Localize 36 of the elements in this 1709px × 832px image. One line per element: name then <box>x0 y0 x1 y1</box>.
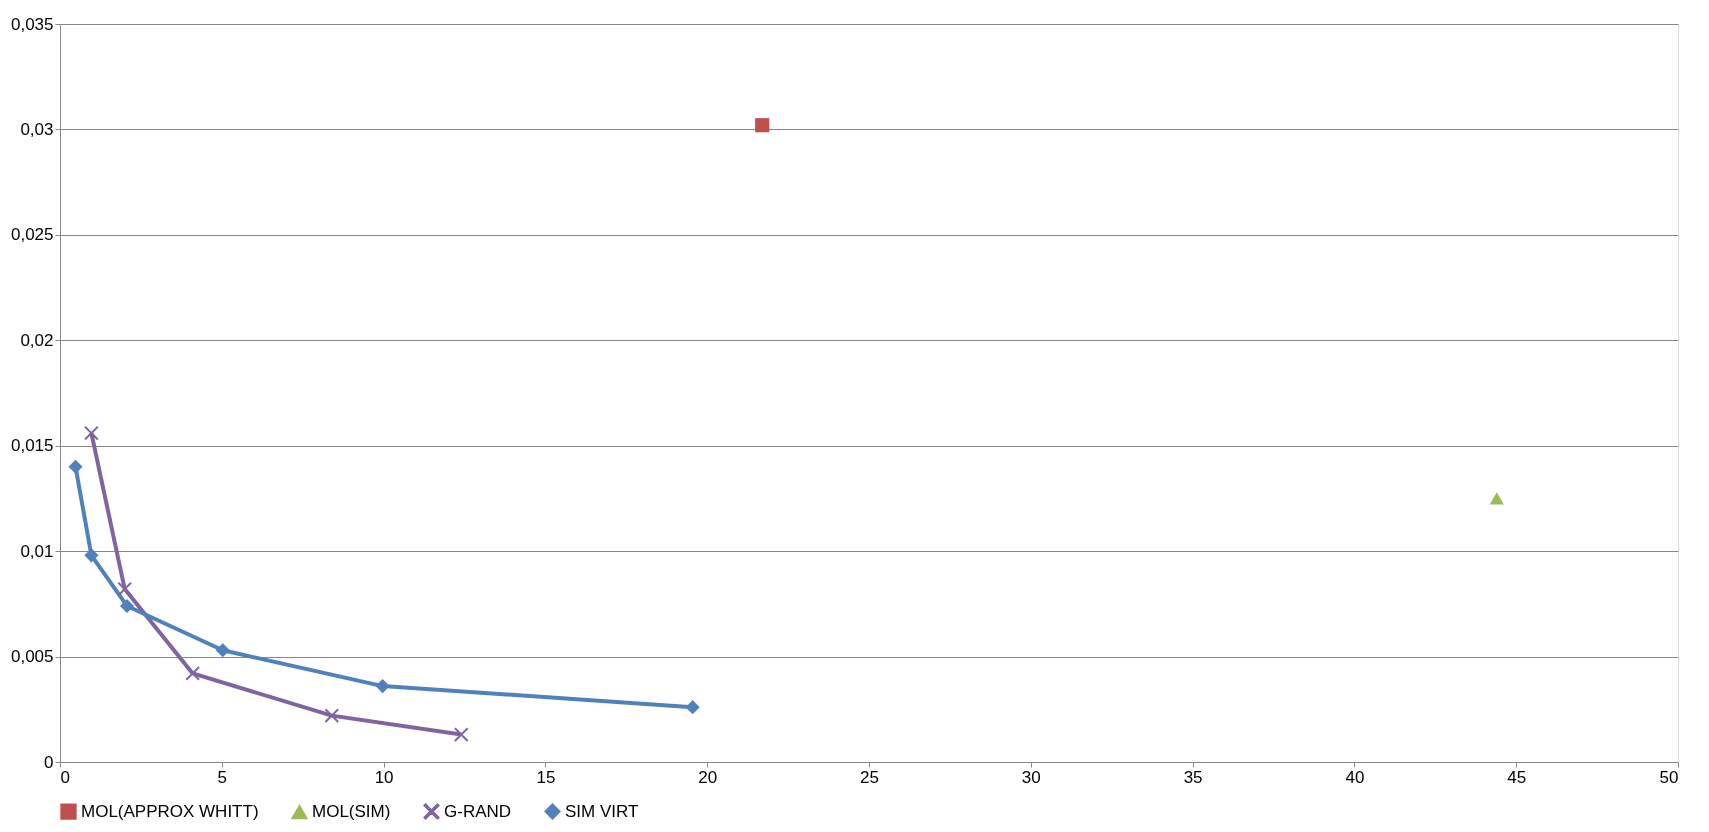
x-tick-label: 35 <box>1183 767 1203 787</box>
y-tick-label: 0,02 <box>20 330 54 350</box>
x-tick-label: 50 <box>1659 767 1679 787</box>
x-tick-label: 40 <box>1345 767 1365 787</box>
y-tick-label: 0,03 <box>20 119 54 139</box>
point <box>685 700 700 715</box>
point <box>185 666 200 681</box>
point <box>1489 492 1504 505</box>
y-tick-label: 0,01 <box>20 541 54 561</box>
point <box>68 459 83 474</box>
point <box>119 598 135 614</box>
point <box>755 118 770 133</box>
x-tick-label: 0 <box>60 767 70 787</box>
legend-label: MOL(APPROX WHITT) <box>81 801 259 821</box>
point <box>215 643 230 658</box>
point <box>117 582 132 597</box>
x-tick-label: 15 <box>536 767 556 787</box>
point <box>324 708 339 723</box>
legend-label: MOL(SIM) <box>312 802 391 822</box>
point <box>454 727 469 742</box>
y-tick-label: 0,025 <box>10 225 54 245</box>
y-tick-label: 0,015 <box>10 436 54 456</box>
x-tick-label: 5 <box>217 767 228 787</box>
y-tick-label: 0,005 <box>10 647 54 667</box>
point <box>84 548 99 563</box>
x-tick-label: 30 <box>1021 767 1041 787</box>
point <box>375 679 390 694</box>
legend-label: G-RAND <box>444 801 512 821</box>
x-tick-label: 45 <box>1507 767 1527 787</box>
y-tick-label: 0,035 <box>10 14 54 34</box>
point <box>84 425 99 441</box>
x-tick-label: 20 <box>698 767 718 787</box>
legend-label: SIM VIRT <box>565 801 639 821</box>
y-tick-label: 0 <box>44 752 54 772</box>
x-tick-label: 25 <box>860 767 879 787</box>
x-tick-label: 10 <box>374 767 394 787</box>
